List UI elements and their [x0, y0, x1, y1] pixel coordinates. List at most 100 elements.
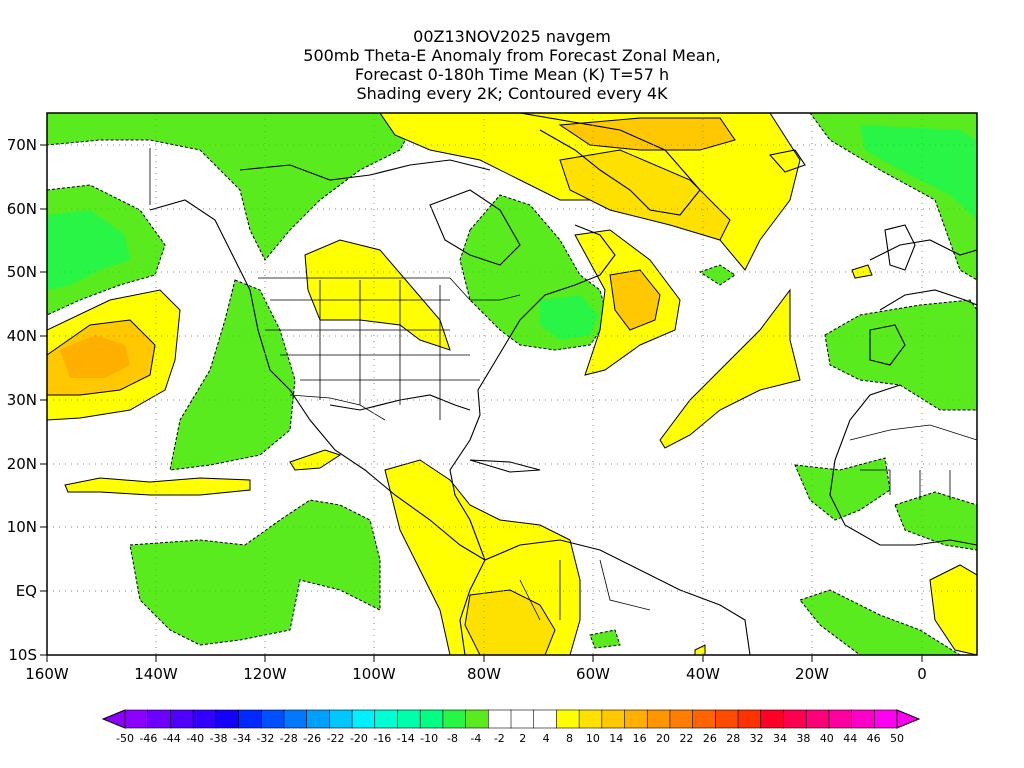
orange-region-greenland — [559, 149, 731, 241]
green-region-small-atlantic — [698, 264, 736, 286]
green-region-hudson-inner — [540, 295, 598, 340]
colorbar-label: -34 — [233, 732, 251, 745]
colorbar-swatch — [374, 709, 399, 729]
lon-label-140w: 140W — [134, 665, 178, 683]
coastline-iberia — [869, 324, 906, 366]
colorbar-swatch — [510, 709, 535, 729]
orange-region-south-america — [464, 589, 556, 655]
green-region-gulf-guinea — [894, 491, 977, 551]
colorbar-label: 16 — [633, 732, 647, 745]
lon-label-100w: 100W — [352, 665, 396, 683]
coastline-south-america — [484, 539, 751, 655]
title-line-1: 00Z13NOV2025 navgem — [413, 27, 611, 46]
coastline-arctic-islands — [239, 159, 491, 181]
yellow-region-central-us — [304, 239, 451, 351]
green-region-south-america — [589, 629, 621, 649]
gridlines — [47, 113, 977, 655]
colorbar-label: -46 — [139, 732, 157, 745]
colorbar-arrow-right — [896, 709, 921, 729]
plot-frame — [46, 112, 978, 656]
coastline-gulf-mexico — [329, 394, 471, 411]
colorbar-label: -44 — [163, 732, 181, 745]
lon-label-60w: 60W — [576, 665, 610, 683]
title-line-4: Shading every 2K; Contoured every 4K — [356, 84, 668, 103]
colorbar-label: -10 — [420, 732, 438, 745]
green-region-alaska-arctic — [47, 113, 421, 261]
lat-labels: 70N 60N 50N 40N 30N 20N 10N EQ 10S — [7, 136, 37, 664]
title-line-3: Forecast 0-180h Time Mean (K) T=57 h — [354, 65, 670, 84]
lat-label-30n: 30N — [7, 391, 37, 409]
colorbar-swatch — [442, 709, 467, 729]
coastline-europe — [869, 239, 977, 311]
colorbar-swatch — [556, 709, 580, 729]
colorbar-swatch — [601, 709, 626, 729]
colorbar-label: -28 — [280, 732, 298, 745]
colorbar-label: 40 — [820, 732, 834, 745]
colorbar-swatch — [828, 709, 853, 729]
boundary-us-canada — [258, 277, 521, 301]
colorbar-label: -50 — [116, 732, 134, 745]
coastline-south-america-west — [459, 559, 486, 655]
coastline-cuba — [469, 459, 541, 473]
colorbar-label: -20 — [350, 732, 368, 745]
colorbar-label: -22 — [327, 732, 345, 745]
colorbar-swatch — [170, 709, 194, 729]
lon-label-0: 0 — [917, 665, 927, 683]
colorbar-swatch — [851, 709, 875, 729]
colorbar-swatch — [397, 709, 421, 729]
green-region-south-atlantic — [799, 589, 961, 655]
colorbar-label: 26 — [703, 732, 717, 745]
colorbar-label: 10 — [586, 732, 600, 745]
lon-labels: 160W 140W 120W 100W 80W 60W 40W 20W 0 — [25, 665, 927, 683]
coastline-africa — [829, 384, 977, 546]
lat-label-20n: 20N — [7, 455, 37, 473]
colorbar: -50 -46 -44 -40 -38 -34 -32 -28 -26 -22 -20 -16 -14-… — [101, 709, 921, 745]
colorbar-label: -2 — [494, 732, 505, 745]
green-region-tropical-pacific — [129, 499, 381, 646]
lon-label-120w: 120W — [243, 665, 287, 683]
colorbar-swatch — [578, 709, 603, 729]
colorbar-label: 14 — [609, 732, 623, 745]
colorbar-label: 22 — [679, 732, 693, 745]
colorbar-label: -32 — [256, 732, 274, 745]
colorbar-swatch — [646, 709, 671, 729]
colorbar-label: 20 — [656, 732, 670, 745]
green-region-pacific-west-inner — [47, 210, 130, 290]
colorbar-swatch — [533, 709, 558, 729]
lat-label-10s: 10S — [8, 646, 37, 664]
lat-label-40n: 40N — [7, 327, 37, 345]
colorbar-swatch — [147, 709, 172, 729]
colorbar-swatch — [329, 709, 353, 729]
colorbar-label: -38 — [210, 732, 228, 745]
colorbar-label: 38 — [796, 732, 810, 745]
title-line-2: 500mb Theta-E Anomaly from Forecast Zona… — [303, 46, 721, 65]
colorbar-swatch — [783, 709, 807, 729]
colorbar-label: 28 — [726, 732, 740, 745]
coastlines — [149, 113, 977, 655]
map-fields — [47, 113, 977, 655]
colorbar-swatch — [760, 709, 785, 729]
colorbar-swatch — [465, 709, 489, 729]
boundary-us-states — [265, 280, 480, 420]
colorbar-label: 4 — [543, 732, 550, 745]
lon-label-20w: 20W — [795, 665, 829, 683]
colorbar-swatch — [215, 709, 240, 729]
colorbar-label: 2 — [519, 732, 526, 745]
lon-label-80w: 80W — [467, 665, 501, 683]
axis-ticks — [40, 144, 923, 662]
colorbar-label: 8 — [566, 732, 573, 745]
colorbar-swatch — [124, 709, 149, 729]
coastline-north-america-east — [449, 224, 616, 561]
lat-label-60n: 60N — [7, 200, 37, 218]
lon-label-160w: 160W — [25, 665, 69, 683]
green-region-west-coast — [169, 279, 296, 471]
colorbar-label: -26 — [303, 732, 321, 745]
colorbar-swatch — [306, 709, 330, 729]
colorbar-swatch — [715, 709, 739, 729]
colorbar-label: 34 — [773, 732, 787, 745]
colorbar-label: -4 — [470, 732, 481, 745]
orange-region-greenland-north — [558, 117, 736, 151]
lat-label-eq: EQ — [16, 582, 37, 600]
green-region-west-africa — [794, 457, 891, 521]
colorbar-label: 50 — [890, 732, 904, 745]
